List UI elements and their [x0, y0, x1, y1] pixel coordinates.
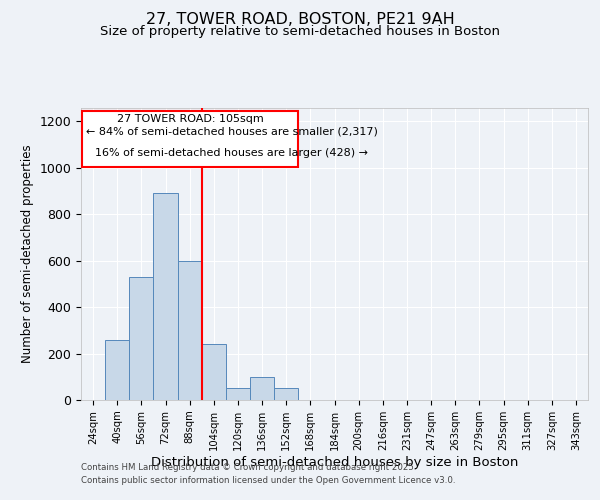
Bar — [178, 260, 202, 400]
Text: Contains public sector information licensed under the Open Government Licence v3: Contains public sector information licen… — [81, 476, 455, 485]
Text: Size of property relative to semi-detached houses in Boston: Size of property relative to semi-detach… — [100, 25, 500, 38]
Text: 16% of semi-detached houses are larger (428) →: 16% of semi-detached houses are larger (… — [95, 148, 368, 158]
Text: 27 TOWER ROAD: 105sqm: 27 TOWER ROAD: 105sqm — [117, 114, 263, 124]
Text: Contains HM Land Registry data © Crown copyright and database right 2025.: Contains HM Land Registry data © Crown c… — [81, 464, 416, 472]
Bar — [129, 277, 154, 400]
Bar — [250, 377, 274, 400]
Y-axis label: Number of semi-detached properties: Number of semi-detached properties — [21, 144, 34, 363]
Bar — [274, 388, 298, 400]
Bar — [105, 340, 129, 400]
Bar — [82, 111, 298, 166]
Text: ← 84% of semi-detached houses are smaller (2,317): ← 84% of semi-detached houses are smalle… — [86, 127, 378, 137]
Bar — [202, 344, 226, 400]
X-axis label: Distribution of semi-detached houses by size in Boston: Distribution of semi-detached houses by … — [151, 456, 518, 468]
Text: 27, TOWER ROAD, BOSTON, PE21 9AH: 27, TOWER ROAD, BOSTON, PE21 9AH — [146, 12, 454, 28]
Bar — [226, 388, 250, 400]
Bar — [154, 194, 178, 400]
